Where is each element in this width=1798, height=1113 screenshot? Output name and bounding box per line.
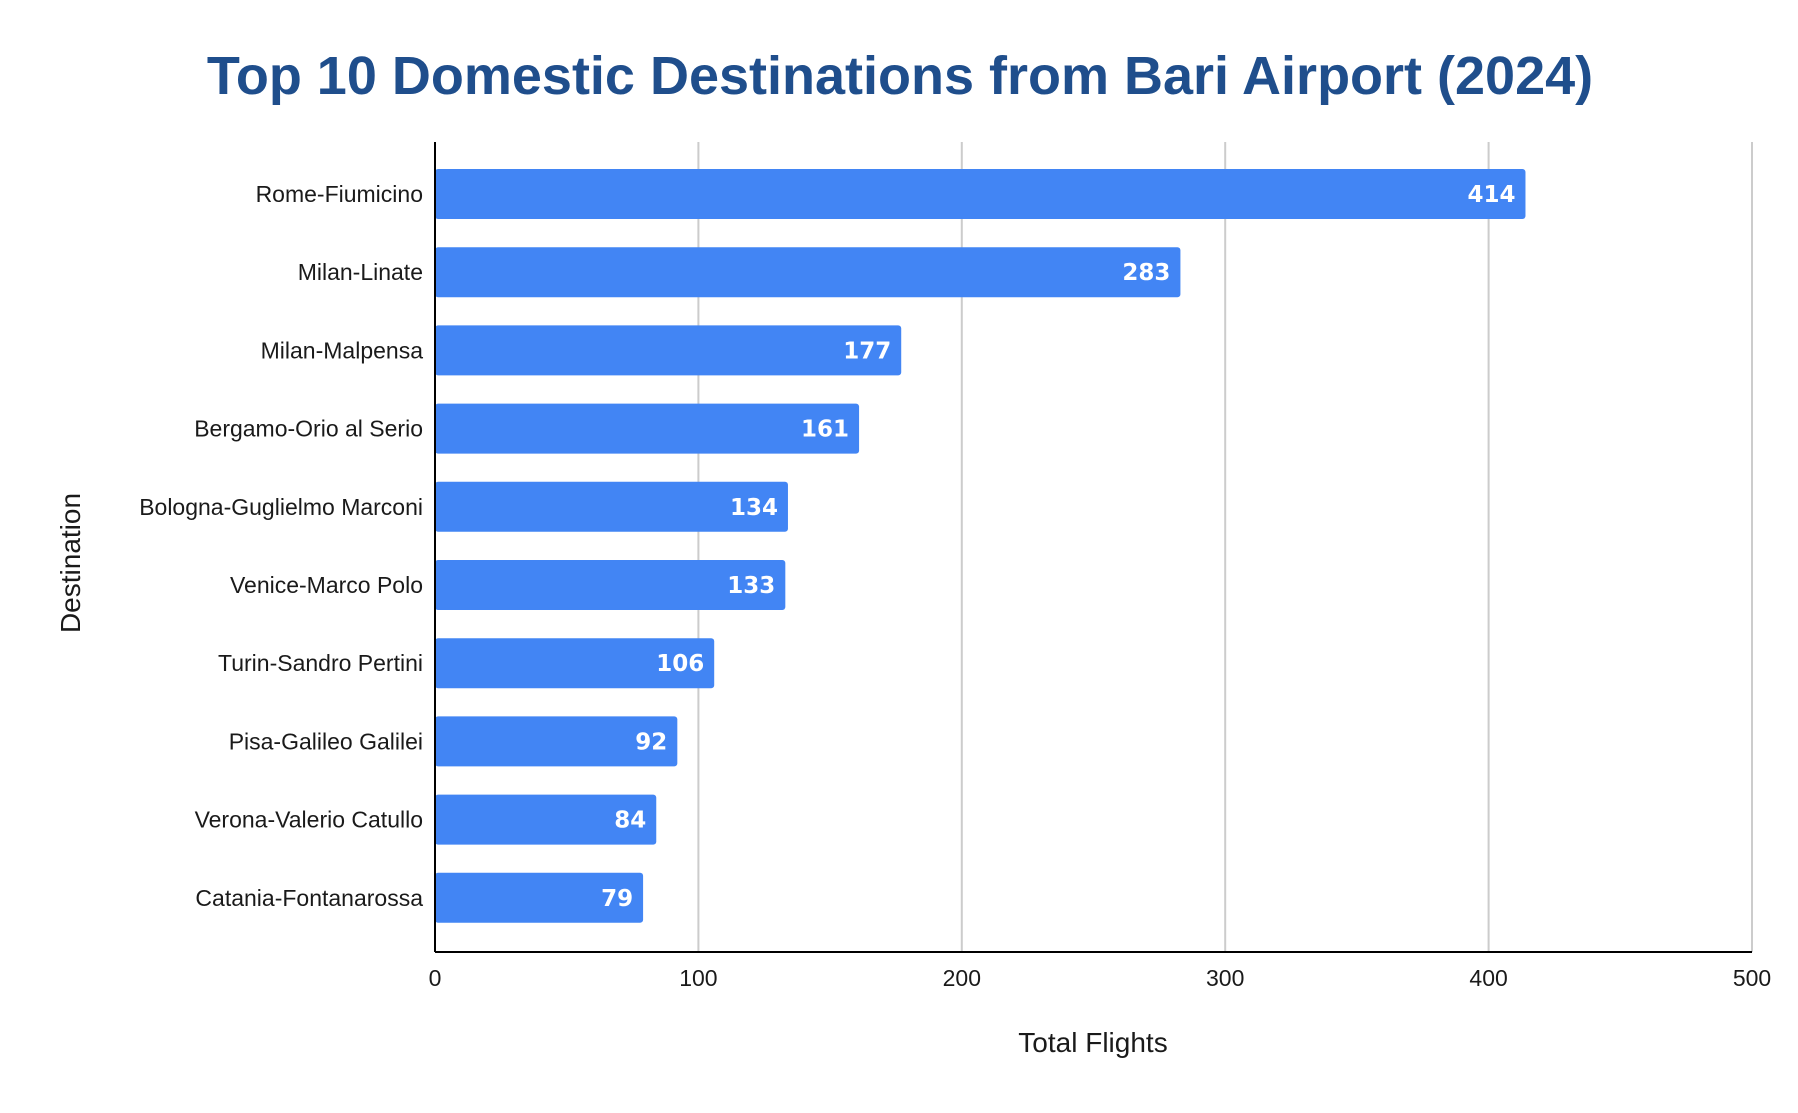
bar [435,481,788,532]
y-category-label: Bergamo-Orio al Serio [194,416,423,442]
bar-value-label: 177 [843,338,891,364]
bar-value-label: 92 [635,729,667,755]
bar-value-label: 133 [727,573,775,599]
y-category-label: Venice-Marco Polo [230,572,423,598]
y-axis-title: Destination [55,493,86,633]
bar [435,872,644,923]
y-category-label: Milan-Linate [298,259,423,285]
y-category-label: Verona-Valerio Catullo [195,807,423,833]
x-tick-label: 500 [1733,965,1771,991]
bar [435,247,1181,298]
bar-value-label: 79 [601,886,633,912]
x-axis-title: Total Flights [1018,1027,1167,1058]
y-category-label: Bologna-Guglielmo Marconi [139,494,423,520]
bar-value-label: 414 [1467,182,1515,208]
axes [434,142,1752,953]
y-category-label: Pisa-Galileo Galilei [229,728,423,754]
x-tick-label: 300 [1206,965,1244,991]
y-category-label: Catania-Fontanarossa [195,885,423,911]
x-tick-label: 400 [1469,965,1507,991]
bar-value-label: 161 [801,417,849,443]
y-category-label: Milan-Malpensa [261,337,424,363]
bar [435,169,1526,219]
bar [435,794,657,845]
x-tick-label: 0 [429,965,442,991]
bar-value-label: 283 [1122,260,1170,286]
bar-value-label: 106 [656,651,704,677]
y-category-label: Turin-Sandro Pertini [218,650,423,676]
bar [435,403,860,454]
x-tick-label: 100 [679,965,717,991]
bar [435,325,902,376]
bar [435,716,678,767]
y-category-label: Rome-Fiumicino [256,181,423,207]
x-tick-label: 200 [943,965,981,991]
bar-value-label: 84 [614,808,646,834]
bars [435,169,1526,923]
bar-value-label: 134 [730,495,778,521]
chart-title: Top 10 Domestic Destinations from Bari A… [207,46,1593,106]
labels: 0 100 200 300 400 500 Rome-Fiumicino 414 Milan-L… [139,181,1771,991]
bar [435,560,786,610]
bar [435,638,715,689]
